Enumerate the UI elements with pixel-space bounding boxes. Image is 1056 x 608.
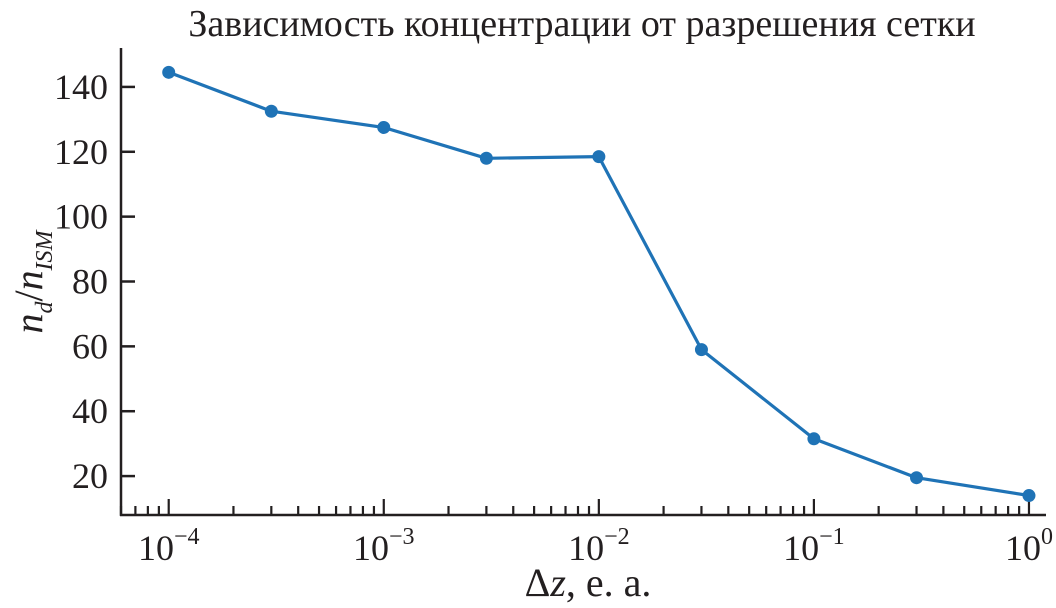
data-point bbox=[1022, 489, 1036, 503]
x-axis-label: Δz, е. а. bbox=[525, 560, 652, 605]
y-tick-label: 20 bbox=[72, 456, 108, 496]
chart-title: Зависимость концентрации от разрешения с… bbox=[188, 3, 975, 45]
y-label-n1: n bbox=[6, 314, 51, 334]
y-label-sub2: ISM bbox=[32, 228, 58, 271]
x-tick-label: 10−4 bbox=[138, 524, 200, 568]
x-label-rest: , е. а. bbox=[566, 560, 652, 605]
x-label-var: z bbox=[549, 560, 566, 605]
x-tick-exponent: −3 bbox=[389, 524, 415, 550]
data-point bbox=[910, 471, 924, 485]
x-tick-exponent: −4 bbox=[174, 524, 200, 550]
y-axis-label: nd/nISM bbox=[6, 228, 58, 333]
data-point bbox=[264, 104, 278, 118]
data-series bbox=[162, 65, 1036, 503]
x-tick-base: 10 bbox=[353, 528, 389, 568]
y-tick-label: 100 bbox=[54, 197, 108, 237]
x-tick-exponent: −2 bbox=[604, 524, 630, 550]
data-point bbox=[592, 150, 606, 164]
data-point bbox=[694, 343, 708, 357]
x-tick-exponent: −1 bbox=[819, 524, 845, 550]
x-tick-label: 10−1 bbox=[783, 524, 845, 568]
y-tick-label: 80 bbox=[72, 262, 108, 302]
y-tick-labels: 20 40 60 80 100 120 140 bbox=[54, 67, 108, 496]
x-tick-label: 10−2 bbox=[568, 524, 630, 568]
data-point bbox=[479, 151, 493, 165]
data-point bbox=[377, 120, 391, 134]
x-tick-base: 10 bbox=[568, 528, 604, 568]
y-tick-label: 120 bbox=[54, 132, 108, 172]
y-tick-label: 140 bbox=[54, 67, 108, 107]
y-tick-label: 60 bbox=[72, 326, 108, 366]
x-tick-base: 10 bbox=[783, 528, 819, 568]
y-label-n2: n bbox=[6, 270, 51, 290]
x-tick-exponent: 0 bbox=[1041, 524, 1053, 550]
axis-ticks bbox=[119, 85, 1031, 515]
y-tick-label: 40 bbox=[72, 391, 108, 431]
data-point bbox=[162, 65, 176, 79]
x-tick-base: 10 bbox=[138, 528, 174, 568]
x-tick-label: 100 bbox=[1005, 524, 1053, 568]
x-tick-base: 10 bbox=[1005, 528, 1041, 568]
x-tick-label: 10−3 bbox=[353, 524, 415, 568]
data-point bbox=[807, 432, 821, 446]
x-label-delta: Δ bbox=[525, 560, 551, 605]
y-label-slash: / bbox=[6, 290, 51, 302]
x-tick-labels: 10−4 10−3 10−2 10−1 100 bbox=[138, 524, 1053, 568]
series-line bbox=[168, 70, 1030, 498]
y-label-sub1: d bbox=[32, 301, 58, 314]
